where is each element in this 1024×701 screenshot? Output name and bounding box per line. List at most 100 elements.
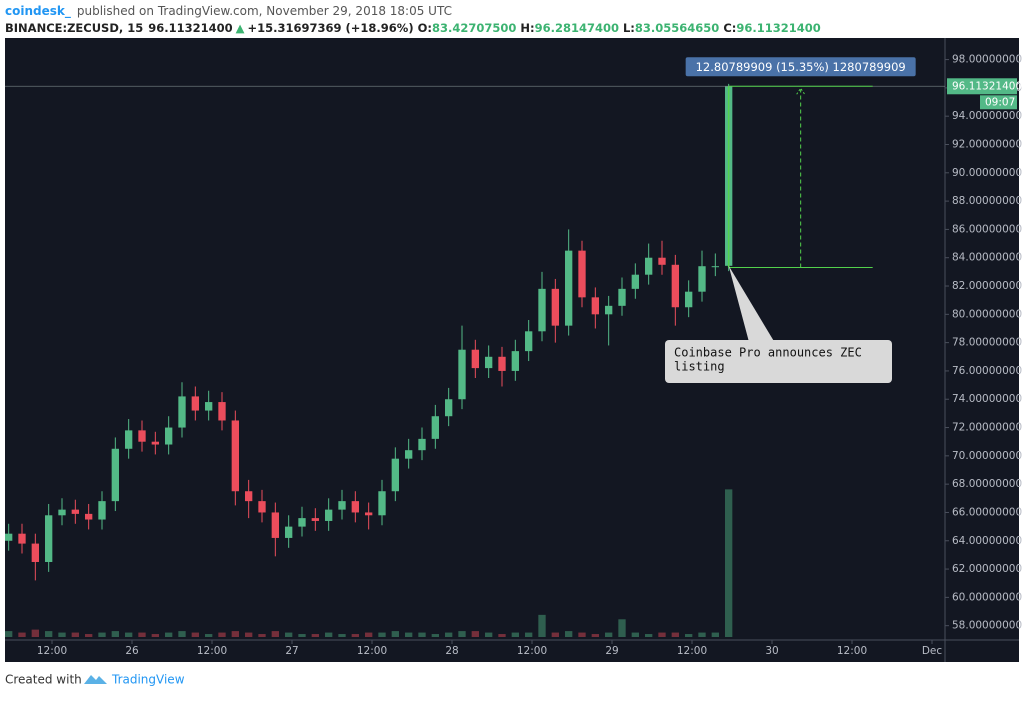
- volume-bar: [85, 634, 93, 637]
- candle-body: [245, 491, 253, 502]
- y-tick-label: 78.00000000: [952, 337, 1022, 349]
- volume-bar: [618, 619, 626, 637]
- published: published on TradingView.com, November 2…: [77, 4, 452, 18]
- candle-body: [378, 491, 386, 516]
- symbol: BINANCE:ZECUSD, 15: [5, 21, 143, 35]
- candle-body: [365, 512, 373, 516]
- candle-body: [71, 509, 79, 514]
- candle-body: [565, 250, 573, 326]
- volume-bar: [351, 634, 359, 637]
- x-tick-label: 12:00: [837, 645, 867, 657]
- volume-bar: [205, 634, 213, 637]
- volume-bar: [5, 631, 13, 637]
- x-tick-label: 12:00: [357, 645, 387, 657]
- candle-body: [5, 533, 13, 541]
- volume-bar: [218, 632, 226, 637]
- l-label: L:: [623, 21, 635, 35]
- footer-brand[interactable]: TradingView: [111, 673, 185, 687]
- volume-bar: [258, 634, 266, 637]
- candle-body: [311, 518, 319, 521]
- candle-body: [685, 291, 693, 308]
- callout-text: listing: [674, 360, 725, 374]
- c-label: C:: [723, 21, 736, 35]
- volume-bar: [685, 634, 693, 637]
- candle-body: [231, 420, 239, 492]
- candle-body: [631, 274, 639, 289]
- candle-body: [165, 427, 173, 445]
- x-tick-label: 12:00: [37, 645, 67, 657]
- volume-bar: [591, 634, 599, 637]
- y-tick-label: 84.00000000: [952, 252, 1022, 264]
- volume-bar: [565, 631, 573, 637]
- y-tick-label: 76.00000000: [952, 365, 1022, 377]
- candle-body: [111, 448, 119, 502]
- volume-bar: [338, 634, 346, 637]
- countdown-label: 09:07: [985, 96, 1015, 108]
- candle-body: [405, 450, 413, 459]
- candle-body: [551, 288, 559, 326]
- volume-bar: [605, 632, 613, 637]
- callout-text: Coinbase Pro announces ZEC: [674, 346, 862, 360]
- volume-bar: [18, 632, 26, 637]
- y-tick-label: 94.00000000: [952, 110, 1022, 122]
- volume-bar: [98, 632, 106, 637]
- volume-bar: [165, 632, 173, 637]
- volume-bar: [418, 632, 426, 637]
- volume-bar: [71, 632, 79, 637]
- volume-bar: [391, 631, 399, 637]
- candle-body: [645, 257, 653, 275]
- tv-logo: [84, 675, 107, 684]
- last-price-box: [947, 78, 1017, 95]
- volume-bar: [538, 614, 546, 637]
- candle-body: [538, 288, 546, 332]
- candle-body: [525, 331, 533, 352]
- candle-body: [591, 297, 599, 315]
- volume-bar: [311, 634, 319, 637]
- x-tick-label: 27: [285, 645, 298, 657]
- candle-body: [498, 356, 506, 371]
- volume-bar: [178, 631, 186, 637]
- volume-bar: [445, 632, 453, 637]
- volume-bar: [485, 632, 493, 637]
- volume-bar: [671, 632, 679, 637]
- change: +15.31697369 (+18.96%): [248, 21, 414, 35]
- candle-body: [418, 438, 426, 451]
- volume-bar: [525, 632, 533, 637]
- volume-bar: [111, 631, 119, 637]
- volume-bar: [378, 632, 386, 637]
- y-tick-label: 64.00000000: [952, 535, 1022, 547]
- candle-body: [98, 501, 106, 520]
- candle-body: [31, 543, 39, 562]
- y-tick-label: 74.00000000: [952, 393, 1022, 405]
- x-tick-label: 12:00: [677, 645, 707, 657]
- o-label: O:: [418, 21, 432, 35]
- measure-label: 12.80789909 (15.35%) 1280789909: [696, 60, 906, 74]
- volume-bar: [498, 634, 506, 637]
- volume-bar: [138, 632, 146, 637]
- x-tick-label: 29: [605, 645, 618, 657]
- last-price-label: 96.11321400: [952, 80, 1022, 92]
- volume-bar: [125, 632, 133, 637]
- candle-body: [151, 441, 159, 445]
- y-tick-label: 82.00000000: [952, 280, 1022, 292]
- x-tick-label: 12:00: [197, 645, 227, 657]
- volume-bar: [645, 634, 653, 637]
- y-tick-label: 80.00000000: [952, 308, 1022, 320]
- h-value: 96.28147400: [535, 21, 619, 35]
- candle-body: [338, 501, 346, 510]
- l-value: 83.05564650: [635, 21, 719, 35]
- author: coindesk_: [5, 4, 71, 19]
- volume-bar: [511, 632, 519, 637]
- y-tick-label: 72.00000000: [952, 422, 1022, 434]
- y-tick-label: 62.00000000: [952, 563, 1022, 575]
- volume-bar: [658, 632, 666, 637]
- y-tick-label: 88.00000000: [952, 195, 1022, 207]
- candle-body: [351, 501, 359, 513]
- volume-bar: [578, 632, 586, 637]
- candle-body: [285, 526, 293, 538]
- candle-body: [58, 509, 66, 516]
- volume-bar: [431, 634, 439, 637]
- callout-box: [665, 340, 892, 383]
- candle-body: [605, 305, 613, 315]
- candle-body: [18, 533, 26, 544]
